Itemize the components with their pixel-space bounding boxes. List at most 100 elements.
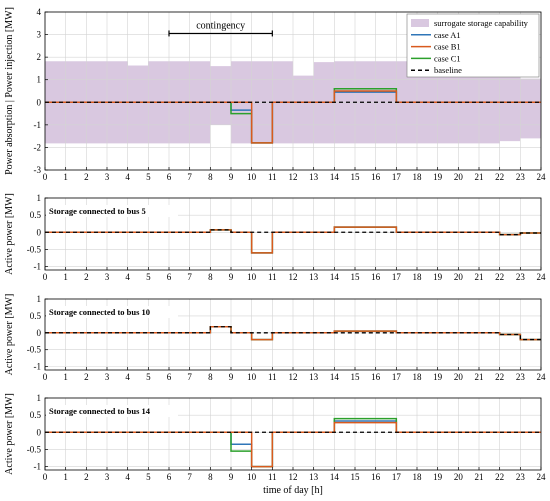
x-tick-label: 23	[516, 472, 526, 482]
x-tick-label: 11	[268, 472, 277, 482]
y-tick-label: -0.5	[27, 444, 42, 454]
x-tick-label: 11	[268, 172, 277, 182]
x-tick-label: 5	[146, 272, 151, 282]
x-tick-label: 4	[125, 272, 130, 282]
y-tick-label: 1	[37, 393, 42, 403]
x-tick-label: 15	[351, 172, 361, 182]
x-tick-label: 0	[43, 372, 48, 382]
x-tick-label: 10	[247, 272, 257, 282]
legend-item-case-b1: case B1	[411, 42, 461, 52]
x-tick-label: 17	[392, 172, 402, 182]
x-tick-label: 24	[537, 472, 547, 482]
series-baseline	[45, 229, 541, 236]
x-tick-label: 13	[309, 372, 319, 382]
y-axis-label: Active power [MW]	[4, 393, 15, 475]
y-tick-label: 2	[37, 52, 42, 62]
x-tick-label: 19	[433, 472, 443, 482]
legend: surrogate storage capability case A1 case …	[406, 13, 540, 78]
x-tick-label: 10	[247, 472, 257, 482]
x-tick-label: 7	[187, 172, 192, 182]
x-tick-label: 1	[63, 472, 68, 482]
x-tick-label: 2	[84, 372, 89, 382]
y-axis-label: Active power [MW]	[4, 294, 15, 376]
x-tick-label: 19	[433, 172, 443, 182]
x-tick-label: 16	[371, 472, 381, 482]
legend-label: case C1	[434, 53, 461, 63]
y-tick-label: 4	[37, 7, 42, 17]
y-tick-label: -1	[34, 120, 42, 130]
x-axis-label: time of day [h]	[263, 485, 323, 496]
y-ticks: -3 -2 -1 0 1 2 3 4	[34, 7, 48, 175]
x-tick-label: 17	[392, 372, 402, 382]
x-tick-label: 17	[392, 272, 402, 282]
y-tick-label: -2	[34, 142, 42, 152]
y-ticks: -1 -0.5 0 0.5 1	[27, 294, 48, 372]
x-tick-label: 8	[208, 372, 213, 382]
x-tick-label: 15	[351, 372, 361, 382]
y-tick-label: 1	[37, 75, 42, 85]
x-tick-label: 22	[495, 172, 504, 182]
y-axis-label: Active power [MW]	[4, 193, 15, 275]
x-tick-label: 14	[330, 272, 340, 282]
contingency-label: contingency	[196, 20, 245, 31]
x-tick-label: 0	[43, 272, 48, 282]
x-tick-label: 7	[187, 372, 192, 382]
y-tick-label: -3	[34, 165, 42, 175]
x-tick-label: 18	[413, 272, 423, 282]
x-tick-label: 8	[208, 172, 213, 182]
panel-4: 0 1 2 3 4 5 6 7 8 9 10 11 12 13 14 15 16 17 18 19 20 21 22 23 24…	[4, 393, 546, 482]
y-tick-label: -0.5	[27, 345, 42, 355]
y-tick-label: 0	[37, 97, 42, 107]
x-tick-label: 19	[433, 372, 443, 382]
x-tick-label: 6	[167, 172, 172, 182]
x-tick-label: 7	[187, 472, 192, 482]
x-tick-label: 21	[475, 272, 484, 282]
x-tick-label: 4	[125, 172, 130, 182]
x-tick-label: 12	[289, 372, 298, 382]
x-tick-label: 22	[495, 272, 504, 282]
x-tick-label: 2	[84, 272, 89, 282]
legend-label: baseline	[434, 65, 462, 75]
x-tick-label: 22	[495, 472, 504, 482]
x-tick-label: 20	[454, 372, 464, 382]
x-tick-label: 9	[229, 372, 234, 382]
x-tick-label: 12	[289, 172, 298, 182]
x-tick-label: 9	[229, 272, 234, 282]
panel-2: 0 1 2 3 4 5 6 7 8 9 10 11 12 13 14 15 16 17 18 19 20 21 22 23 24…	[4, 193, 546, 282]
x-tick-label: 14	[330, 372, 340, 382]
x-tick-label: 3	[105, 472, 110, 482]
x-tick-label: 18	[413, 472, 423, 482]
x-tick-label: 4	[125, 472, 130, 482]
x-tick-label: 9	[229, 172, 234, 182]
x-tick-label: 21	[475, 172, 484, 182]
x-tick-label: 12	[289, 272, 298, 282]
x-tick-label: 24	[537, 272, 547, 282]
legend-item-case-c1: case C1	[411, 53, 461, 63]
x-tick-label: 10	[247, 172, 257, 182]
x-tick-label: 0	[43, 472, 48, 482]
x-tick-label: 21	[475, 372, 484, 382]
panel-title: Storage connected to bus 14	[49, 406, 151, 416]
panel-title-bg	[46, 306, 178, 318]
x-tick-label: 5	[146, 172, 151, 182]
contingency-annotation: contingency	[168, 20, 273, 37]
x-tick-label: 24	[537, 372, 547, 382]
x-tick-label: 15	[351, 472, 361, 482]
x-tick-label: 22	[495, 372, 504, 382]
y-tick-label: 0.5	[30, 311, 42, 321]
x-tick-label: 3	[105, 272, 110, 282]
y-tick-label: 1	[37, 193, 42, 203]
x-ticks: 0 1 2 3 4 5 6 7 8 9 10 11 12 13 14 15 16 17 18 19 20 21 22 23 24	[43, 167, 546, 182]
panel-title: Storage connected to bus 10	[49, 307, 150, 317]
panel-title: Storage connected to bus 5	[49, 206, 146, 216]
panel-3: 0 1 2 3 4 5 6 7 8 9 10 11 12 13 14 15 16 17 18 19 20 21 22 23 24…	[4, 294, 546, 382]
x-tick-label: 0	[43, 172, 48, 182]
x-tick-label: 18	[413, 172, 423, 182]
x-tick-label: 7	[187, 272, 192, 282]
x-tick-label: 23	[516, 372, 526, 382]
x-tick-label: 13	[309, 172, 319, 182]
y-tick-label: 1	[37, 294, 42, 304]
x-tick-label: 2	[84, 172, 89, 182]
x-tick-label: 8	[208, 272, 213, 282]
